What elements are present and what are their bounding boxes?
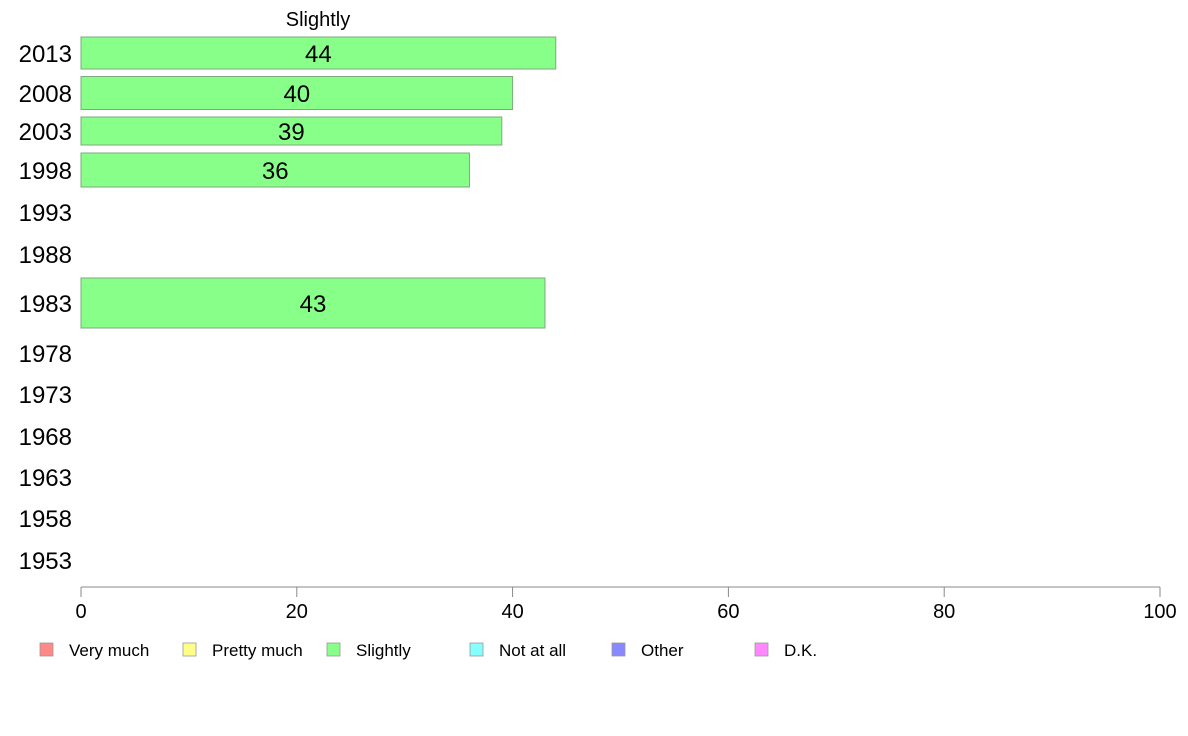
x-tick-label-60: 60 [717,601,739,623]
bar-value-1998: 36 [262,158,289,185]
x-tick-label-0: 0 [75,601,86,623]
bar-2008 [80,76,514,110]
legend-swatch-not-at-all [469,642,484,657]
bar-1998 [80,152,470,188]
bar-value-2013: 44 [305,41,332,68]
legend-label-pretty-much: Pretty much [212,641,303,660]
bar-2013 [80,36,557,70]
legend-swatch-pretty-much [182,642,197,657]
bars: 44 40 39 36 43 [80,36,557,329]
year-labels: 2013 2008 2003 1998 1993 1988 1983 1978 1973 1968… [19,41,72,575]
legend: Very much Pretty much Slightly Not at all Ot… [39,641,817,660]
year-label-1968: 1968 [19,424,72,451]
legend-swatch-other [611,642,626,657]
year-label-1998: 1998 [19,158,72,185]
bar-2003 [80,116,503,146]
x-axis: 0 20 40 60 80 100 [75,586,1177,623]
legend-swatch-very-much [39,642,54,657]
year-label-1988: 1988 [19,242,72,269]
x-tick-label-100: 100 [1143,601,1176,623]
legend-swatch-d-k [754,642,769,657]
bar-value-2003: 39 [278,119,305,146]
bar-value-2008: 40 [283,81,310,108]
year-label-2013: 2013 [19,41,72,68]
year-label-1973: 1973 [19,382,72,409]
legend-swatch-slightly [326,642,341,657]
year-label-1978: 1978 [19,341,72,368]
x-tick-label-80: 80 [933,601,955,623]
year-label-2008: 2008 [19,81,72,108]
year-label-1958: 1958 [19,506,72,533]
year-label-1983: 1983 [19,291,72,318]
year-label-1993: 1993 [19,200,72,227]
year-label-1963: 1963 [19,465,72,492]
year-label-2003: 2003 [19,119,72,146]
year-label-1953: 1953 [19,548,72,575]
x-tick-label-20: 20 [286,601,308,623]
legend-label-not-at-all: Not at all [499,641,566,660]
bar-1983 [80,277,546,329]
legend-label-d-k: D.K. [784,641,817,660]
bar-value-1983: 43 [300,291,327,318]
legend-label-other: Other [641,641,684,660]
chart-title: Slightly [286,9,350,31]
x-tick-label-40: 40 [501,601,523,623]
legend-label-very-much: Very much [69,641,149,660]
legend-label-slightly: Slightly [356,641,411,660]
